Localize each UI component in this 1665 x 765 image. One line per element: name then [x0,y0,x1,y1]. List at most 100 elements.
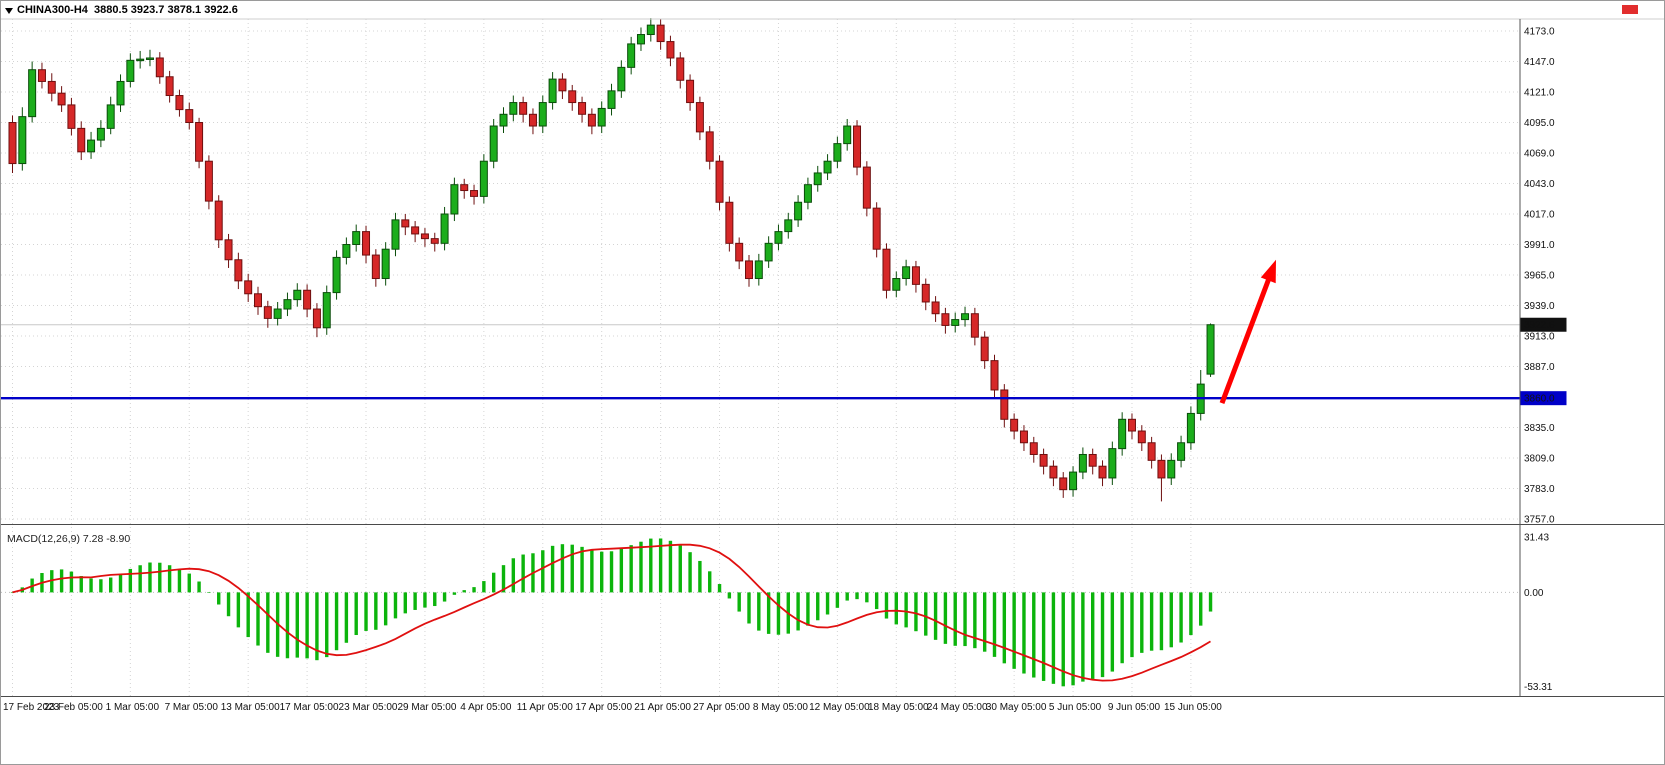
trend-arrow[interactable] [1219,259,1276,405]
candle [57,92,66,106]
time-axis-label: 17 Mar 05:00 [280,702,339,713]
candle [1049,465,1058,479]
candle [185,109,194,123]
candle [764,242,773,262]
macd-bar [79,576,83,593]
candle [1147,442,1156,461]
macd-bar [688,552,692,593]
macd-bar [727,592,732,599]
symbol-dropdown-icon[interactable] [5,8,13,14]
candle [1137,430,1146,444]
candle [538,102,547,127]
candle [362,231,371,256]
time-axis-label: 23 Mar 05:00 [339,702,398,713]
macd-bar [825,592,830,615]
candle [342,244,351,258]
time-axis-label: 21 Apr 05:00 [634,702,691,713]
macd-bar [590,550,594,593]
macd-bar [894,592,898,625]
candle [303,289,312,310]
macd-bar [462,590,466,593]
macd-bar [1179,592,1183,643]
macd-bar [600,551,604,593]
price-tick-label: 3991.0 [1524,240,1555,251]
macd-axis-label: -53.31 [1524,682,1553,693]
support-price-badge[interactable]: 3860.0 [1520,391,1567,406]
candle [489,125,498,162]
ohlc-close: 3922.6 [204,4,238,16]
macd-bar [1130,592,1134,658]
macd-bar [973,592,977,649]
candle [263,306,272,319]
macd-bar [403,592,407,614]
symbol-ohlc-readout: CHINA300-H4 3880.5 3923.7 3878.1 3922.6 [17,4,238,16]
candle [1069,471,1078,491]
candle [214,200,223,241]
candle [28,69,37,118]
candle [1000,389,1009,420]
macd-bar [629,545,633,593]
macd-bar [874,592,879,610]
macd-main-value: 7.28 [82,533,104,545]
macd-axis[interactable]: 31.43 0.00 -53.31 [1524,533,1553,693]
macd-bar [766,592,771,634]
candle [1186,412,1195,444]
macd-bar [609,551,614,593]
price-tick-label: 3913.0 [1524,332,1555,343]
candle [715,160,724,203]
macd-bar [1159,592,1164,651]
macd-bar [295,592,299,658]
macd-bar [992,592,997,657]
macd-bar [197,581,201,593]
macd-bar [580,546,584,593]
price-tick-label: 3965.0 [1524,271,1555,282]
candle [470,190,479,197]
candle [754,260,763,280]
macd-bar [138,565,142,593]
macd-bar [904,592,908,628]
time-axis-label: 5 Jun 05:00 [1049,702,1102,713]
candle [224,239,233,261]
macd-bar [511,558,516,593]
candle [617,66,626,92]
candle [371,254,380,280]
macd-bar [334,592,339,651]
candle [961,313,970,321]
price-tick-label: 3757.0 [1524,515,1555,526]
macd-bar [305,592,309,659]
candle [254,293,262,308]
time-axis-label: 24 May 05:00 [927,702,988,713]
candle [558,78,567,92]
candle [391,219,400,250]
svg-text:3922.6: 3922.6 [1524,320,1555,331]
macd-bar [619,548,624,593]
candle [892,278,901,291]
macd-bar [354,592,358,636]
ohlc-open: 3880.5 [94,4,128,16]
macd-bar [550,545,555,593]
candle [401,219,410,228]
current-price-badge: 3922.6 [1520,317,1567,332]
macd-bar [570,544,574,593]
candle [921,283,930,303]
candle [195,122,204,162]
macd-bar [364,592,368,631]
candle [106,104,115,129]
candle [430,238,439,244]
macd-bar [482,581,486,593]
macd-bar [649,538,653,593]
macd-bar [109,577,113,593]
candle [273,308,282,319]
time-axis-label: 17 Feb 2023 [3,702,60,713]
candle [155,57,164,78]
candle [784,219,793,233]
candle [568,90,577,104]
macd-bar [472,587,476,593]
price-axis[interactable]: 4173.0 4147.0 4121.0 4095.0 4069.0 4043.0 4017… [1524,27,1555,526]
candle [479,160,488,197]
time-axis-label: 17 Apr 05:00 [575,702,632,713]
macd-bar [256,592,260,646]
macd-bar [344,592,349,643]
